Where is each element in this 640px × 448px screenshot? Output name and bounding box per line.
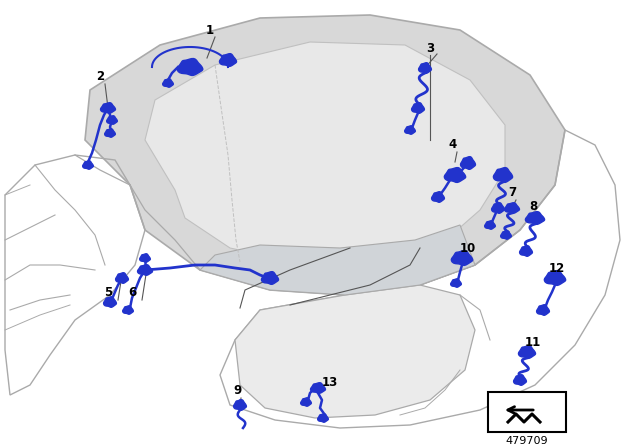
Text: 6: 6 (128, 287, 136, 300)
Polygon shape (513, 375, 526, 385)
Polygon shape (525, 211, 545, 224)
Polygon shape (104, 297, 116, 307)
Polygon shape (461, 157, 476, 169)
Polygon shape (177, 59, 203, 75)
Polygon shape (536, 305, 549, 315)
Polygon shape (301, 398, 311, 406)
Polygon shape (107, 116, 117, 124)
Polygon shape (116, 273, 129, 283)
Polygon shape (83, 161, 93, 169)
Text: 3: 3 (426, 42, 434, 55)
Polygon shape (520, 246, 532, 256)
Polygon shape (100, 103, 115, 113)
Text: 5: 5 (104, 287, 112, 300)
Polygon shape (493, 168, 513, 182)
Polygon shape (444, 168, 466, 182)
Polygon shape (419, 63, 431, 73)
Text: 11: 11 (525, 336, 541, 349)
Polygon shape (235, 285, 475, 418)
Polygon shape (404, 126, 415, 134)
Polygon shape (262, 271, 278, 284)
Text: 1: 1 (206, 23, 214, 36)
Polygon shape (234, 400, 246, 410)
Polygon shape (317, 414, 328, 422)
Polygon shape (484, 221, 495, 229)
Polygon shape (105, 129, 115, 137)
Polygon shape (140, 254, 150, 262)
Polygon shape (504, 203, 520, 213)
Text: 2: 2 (96, 70, 104, 83)
Polygon shape (492, 203, 504, 213)
Text: 4: 4 (449, 138, 457, 151)
Polygon shape (123, 306, 133, 314)
Polygon shape (85, 15, 565, 295)
Text: 7: 7 (508, 186, 516, 199)
Polygon shape (518, 346, 536, 358)
Text: 10: 10 (460, 241, 476, 254)
Polygon shape (451, 250, 473, 265)
Polygon shape (138, 265, 152, 275)
Polygon shape (500, 231, 511, 239)
Text: 12: 12 (549, 262, 565, 275)
Polygon shape (163, 79, 173, 87)
Text: 13: 13 (322, 376, 338, 389)
Text: 8: 8 (529, 199, 537, 212)
Polygon shape (412, 103, 424, 113)
Polygon shape (431, 192, 444, 202)
Polygon shape (145, 42, 505, 262)
Polygon shape (451, 279, 461, 287)
Text: 479709: 479709 (506, 436, 548, 446)
Polygon shape (220, 54, 237, 66)
Polygon shape (545, 271, 566, 285)
Polygon shape (200, 225, 475, 295)
Polygon shape (310, 383, 326, 393)
FancyBboxPatch shape (488, 392, 566, 432)
Text: 9: 9 (233, 384, 241, 397)
